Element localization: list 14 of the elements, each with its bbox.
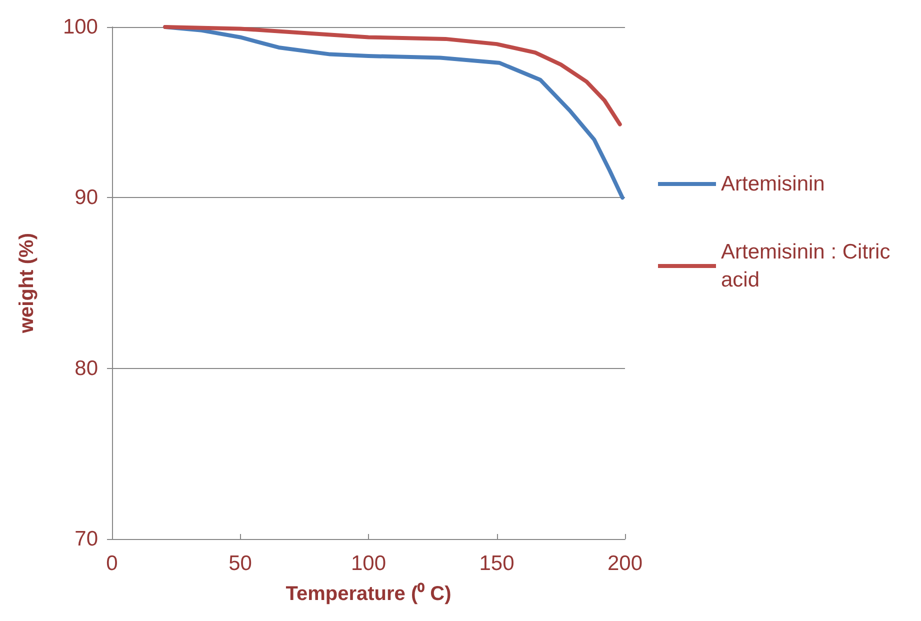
y-tick-label: 70	[74, 528, 98, 550]
x-tick-label: 200	[607, 552, 643, 575]
x-axis-title: Temperature (⁰ C)	[286, 582, 452, 605]
x-tick-label: 0	[106, 552, 118, 575]
y-tick-label: 100	[62, 16, 98, 38]
y-tick-label: 80	[74, 356, 98, 380]
x-tick-label: 50	[228, 552, 252, 575]
line-series	[163, 25, 622, 126]
y-axis-title: weight (%)	[16, 233, 38, 334]
legend-label: Artemisinin : Citric acid	[721, 240, 896, 292]
y-tick-label: 90	[74, 186, 98, 210]
x-tick-label: 150	[479, 552, 514, 575]
legend-label: Artemisinin	[721, 172, 825, 196]
x-tick-label: 100	[350, 552, 386, 575]
